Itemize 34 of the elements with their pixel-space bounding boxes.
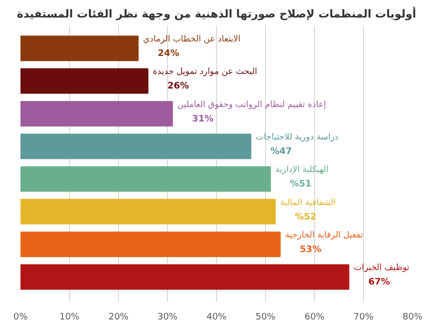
data-label: %47: [270, 147, 292, 158]
data-label: 26%: [168, 82, 190, 92]
bar: [20, 264, 350, 290]
data-label: 31%: [192, 114, 214, 124]
x-tick-label: 40%: [206, 312, 227, 322]
x-tick-label: 60%: [304, 312, 325, 322]
y-tick-label: تفعيل الرقابة الخارجية: [285, 230, 364, 240]
bar: [20, 100, 173, 126]
bar: [20, 166, 271, 192]
y-tick-label: البحث عن موارد تمويل جديدة: [152, 67, 258, 78]
x-tick-label: 50%: [256, 312, 276, 322]
bar: [20, 134, 252, 160]
data-label: 53%: [300, 244, 322, 255]
x-tick-label: 10%: [60, 312, 80, 322]
y-tick-label: دراسة دورية للاحتياجات: [256, 132, 339, 142]
y-tick-label: الابتعاد عن الخطاب الرمادي: [143, 34, 240, 44]
data-label: 67%: [368, 278, 390, 288]
bar: [20, 198, 276, 224]
x-tick-label: 80%: [402, 312, 423, 322]
data-label: %51: [290, 180, 312, 190]
y-tick-label: إعادة تقييم لنظام الرواتب وحقوق العاملين: [177, 100, 326, 110]
y-tick-label: توظيف الخبرات: [354, 263, 410, 274]
x-tick-label: 30%: [158, 312, 178, 322]
bar: [20, 36, 139, 62]
x-tick-label: 20%: [108, 312, 129, 322]
x-tick-label: 70%: [354, 312, 374, 322]
data-label: 24%: [158, 49, 180, 60]
y-tick-label: الشفافية المالية: [280, 198, 336, 208]
bar: [20, 232, 281, 258]
bar: [20, 68, 148, 94]
data-label: %52: [294, 212, 316, 222]
x-tick-label: 0%: [13, 312, 28, 322]
chart-title: أولويات المنظمات لإصلاح صورتها الذهنية من وجهة نظر الفئات المستفيدة: [16, 6, 416, 20]
y-tick-label: الهيكلية الإدارية: [275, 165, 328, 176]
